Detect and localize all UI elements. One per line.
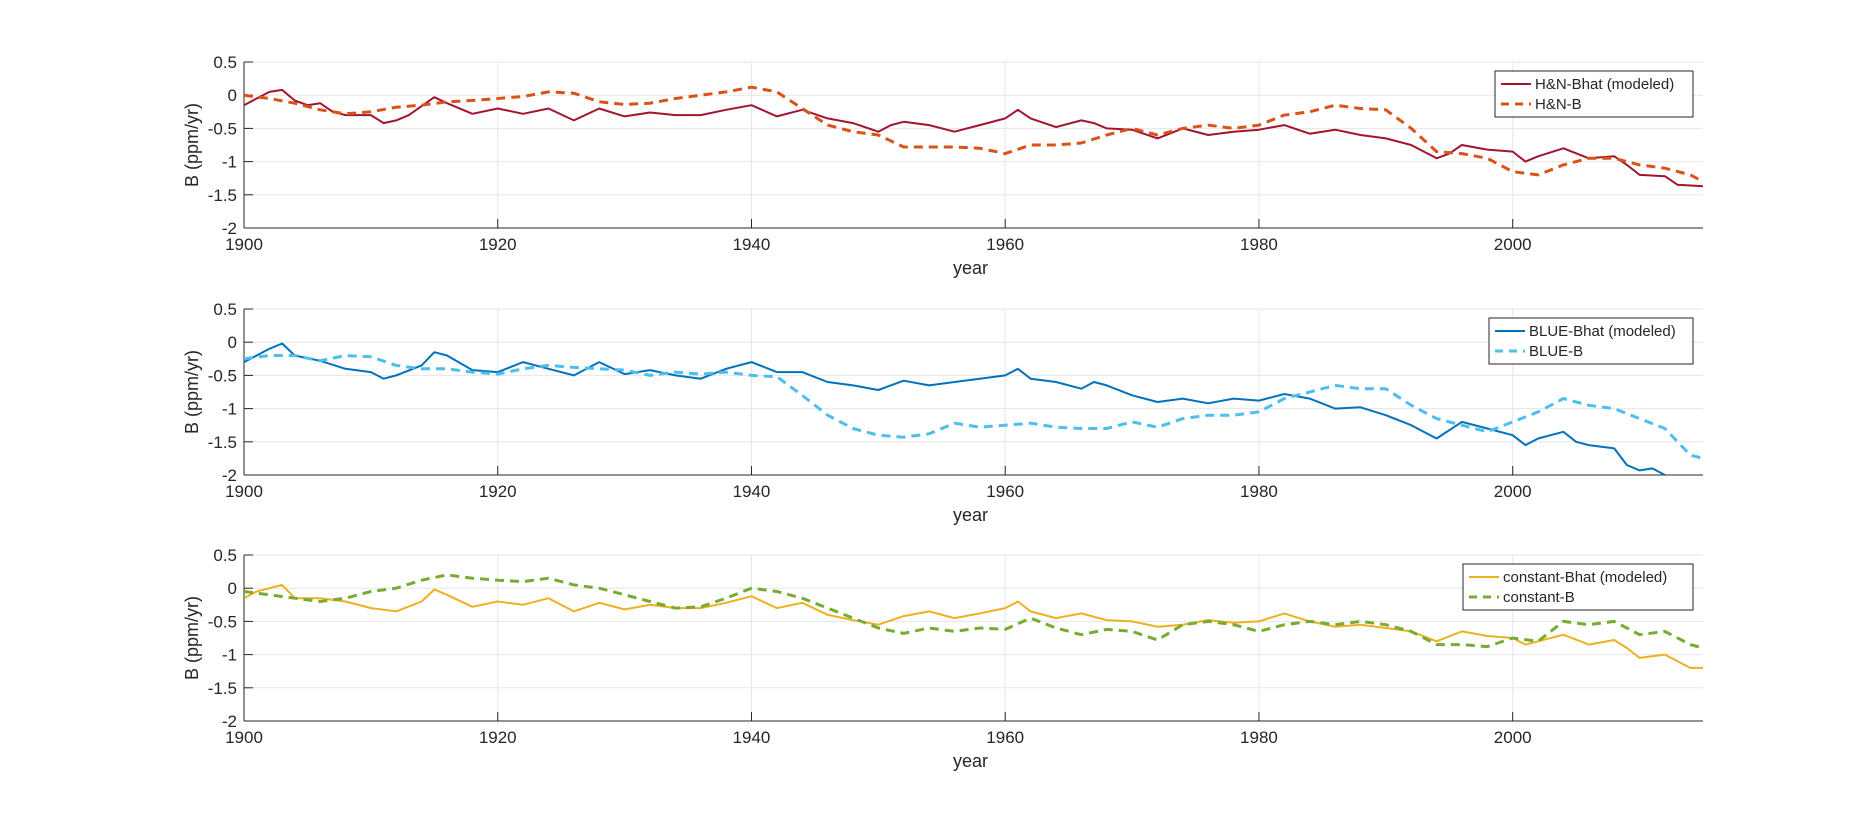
x-axis-title: year	[953, 258, 988, 278]
y-tick-label: 0	[228, 579, 237, 598]
legend-label: constant-Bhat (modeled)	[1503, 569, 1667, 586]
x-tick-label: 1980	[1240, 728, 1278, 747]
x-tick-label: 2000	[1494, 728, 1532, 747]
series-line-2	[244, 85, 1703, 183]
y-tick-label: -2	[222, 466, 237, 485]
chart-panel-1: 1900 1920 1940 1960 1980 2000 0.5 0 -0.5 -1 -1.5 -2…	[182, 53, 1703, 278]
x-tick-label: 1980	[1240, 482, 1278, 501]
x-tick-label: 1960	[986, 235, 1024, 254]
y-tick-label: -2	[222, 712, 237, 731]
x-tick-label: 2000	[1494, 235, 1532, 254]
legend: BLUE-Bhat (modeled) BLUE-B	[1488, 317, 1694, 365]
legend-label: constant-B	[1503, 589, 1575, 606]
legend-label: BLUE-Bhat (modeled)	[1529, 323, 1676, 340]
y-tick-label: 0.5	[213, 300, 237, 319]
y-tick-label: -0.5	[208, 366, 237, 385]
y-tick-label: 0	[228, 333, 237, 352]
x-tick-label: 1940	[733, 482, 771, 501]
x-tick-label: 1940	[733, 235, 771, 254]
y-tick-label: -2	[222, 219, 237, 238]
legend-box	[1494, 70, 1694, 118]
x-tick-label: 1920	[479, 235, 517, 254]
legend-label: H&N-B	[1535, 96, 1582, 113]
plot-area	[244, 555, 1703, 721]
y-tick-label: -0.5	[208, 119, 237, 138]
legend-label: H&N-Bhat (modeled)	[1535, 76, 1674, 93]
series-line-1	[244, 88, 1703, 188]
x-tick-label: 1900	[225, 235, 263, 254]
x-tick-label: 1940	[733, 728, 771, 747]
x-tick-label: 1960	[986, 482, 1024, 501]
y-tick-label: -1	[222, 153, 237, 172]
x-tick-label: 1920	[479, 728, 517, 747]
legend: constant-Bhat (modeled) constant-B	[1462, 563, 1694, 611]
y-tick-label: 0.5	[213, 53, 237, 72]
legend-label: BLUE-B	[1529, 343, 1583, 360]
plot-area	[244, 309, 1703, 475]
series-line-2	[244, 573, 1703, 650]
y-tick-label: -1.5	[208, 679, 237, 698]
y-axis-title: B (ppm/yr)	[182, 103, 202, 187]
x-tick-label: 1920	[479, 482, 517, 501]
series-line-1	[244, 342, 1666, 476]
chart-panel-2: 1900 1920 1940 1960 1980 2000 0.5 0 -0.5 -1 -1.5 -2…	[182, 300, 1703, 525]
x-tick-label: 1960	[986, 728, 1024, 747]
x-axis-title: year	[953, 505, 988, 525]
y-axis-title: B (ppm/yr)	[182, 350, 202, 434]
legend-box	[1462, 563, 1694, 611]
legend: H&N-Bhat (modeled) H&N-B	[1494, 70, 1694, 118]
y-tick-label: -0.5	[208, 612, 237, 631]
series-line-2	[244, 354, 1703, 460]
y-tick-label: -1	[222, 646, 237, 665]
x-tick-label: 1980	[1240, 235, 1278, 254]
x-tick-label: 1900	[225, 728, 263, 747]
y-tick-label: 0	[228, 86, 237, 105]
x-axis-title: year	[953, 751, 988, 771]
plot-area	[244, 62, 1703, 228]
y-tick-label: -1.5	[208, 433, 237, 452]
legend-box	[1488, 317, 1694, 365]
y-axis-title: B (ppm/yr)	[182, 596, 202, 680]
y-tick-label: 0.5	[213, 546, 237, 565]
chart-panel-3: 1900 1920 1940 1960 1980 2000 0.5 0 -0.5 -1 -1.5 -2…	[182, 546, 1703, 771]
y-tick-label: -1.5	[208, 186, 237, 205]
x-tick-label: 2000	[1494, 482, 1532, 501]
y-tick-label: -1	[222, 400, 237, 419]
x-tick-label: 1900	[225, 482, 263, 501]
series-line-1	[244, 583, 1703, 669]
